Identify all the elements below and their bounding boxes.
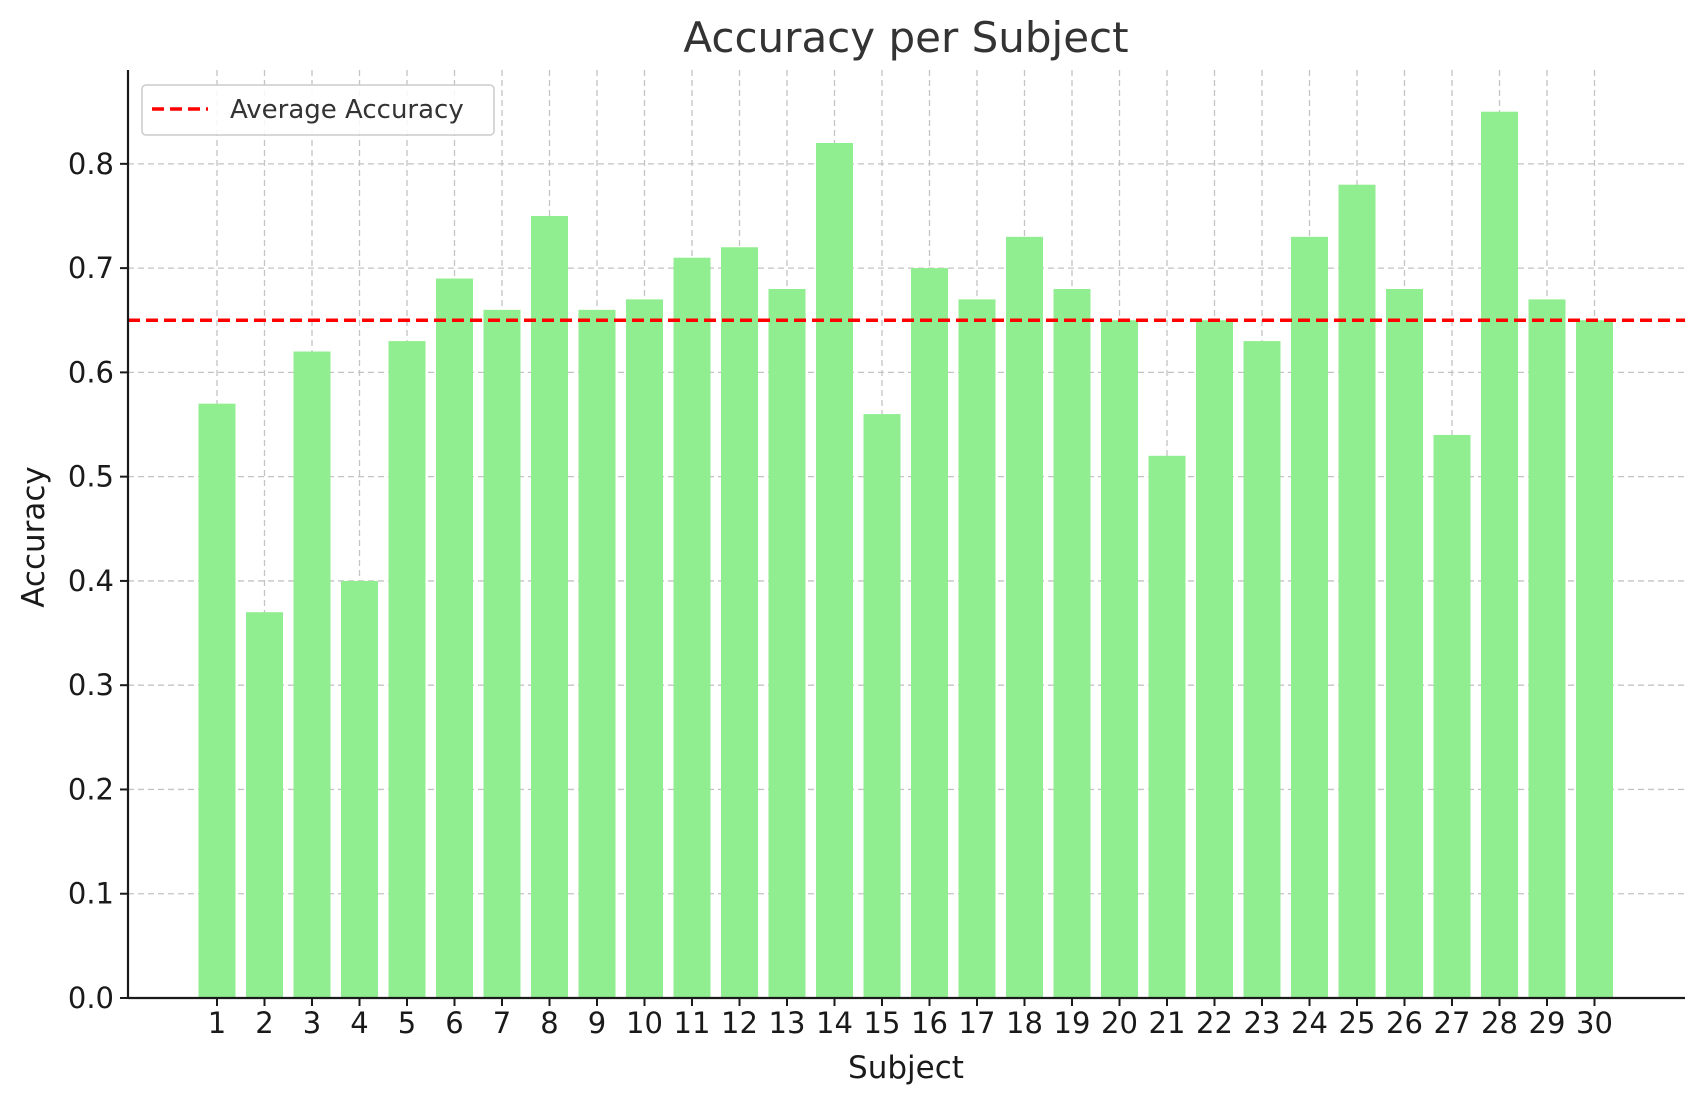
- x-tick-label: 15: [864, 1006, 901, 1040]
- bar-subject-3: [293, 351, 331, 998]
- x-tick-label: 30: [1576, 1006, 1613, 1040]
- y-tick-label: 0.6: [68, 355, 114, 389]
- x-tick-label: 20: [1101, 1006, 1138, 1040]
- x-tick-label: 16: [911, 1006, 948, 1040]
- bar-subject-15: [863, 414, 901, 999]
- y-tick-label: 0.1: [68, 877, 114, 911]
- bar-subject-6: [436, 278, 473, 999]
- y-tick-label: 0.2: [68, 772, 114, 806]
- bar-subject-22: [1196, 320, 1233, 998]
- x-tick-label: 9: [588, 1006, 606, 1040]
- bars: [198, 111, 1613, 999]
- bar-subject-13: [768, 288, 806, 998]
- x-tick-label: 17: [959, 1006, 996, 1040]
- bar-subject-1: [198, 403, 236, 998]
- bar-subject-24: [1291, 236, 1328, 998]
- bar-subject-20: [1101, 320, 1138, 998]
- bar-subject-29: [1528, 299, 1566, 998]
- x-tick-label: 28: [1481, 1006, 1518, 1040]
- bar-subject-27: [1433, 434, 1471, 998]
- chart-title: Accuracy per Subject: [683, 13, 1128, 62]
- bar-subject-12: [721, 247, 758, 998]
- y-tick-label: 0.7: [68, 251, 114, 285]
- bar-subject-9: [578, 309, 616, 999]
- bar-subject-14: [816, 142, 853, 998]
- bar-subject-18: [1006, 236, 1043, 998]
- x-tick-label: 26: [1386, 1006, 1423, 1040]
- bar-subject-5: [388, 341, 426, 998]
- bar-subject-11: [673, 257, 711, 998]
- x-tick-label: 25: [1339, 1006, 1376, 1040]
- ticks: 0.00.10.20.30.40.50.60.70.81 2 3 4 5 6 7 8 9 10 11…: [68, 147, 1613, 1040]
- x-tick-label: 22: [1196, 1006, 1233, 1040]
- x-tick-label: 29: [1529, 1006, 1566, 1040]
- bar-subject-10: [626, 299, 663, 998]
- x-tick-label: 11: [674, 1006, 711, 1040]
- x-tick-label: 2: [255, 1006, 273, 1040]
- x-tick-label: 10: [626, 1006, 663, 1040]
- x-tick-label: 6: [445, 1006, 463, 1040]
- y-tick-label: 0.5: [68, 460, 114, 494]
- x-tick-label: 5: [398, 1006, 416, 1040]
- y-tick-label: 0.3: [68, 668, 114, 702]
- bar-subject-4: [341, 580, 378, 998]
- x-tick-label: 18: [1006, 1006, 1043, 1040]
- bar-subject-23: [1243, 341, 1281, 998]
- axes: [126, 70, 1685, 1000]
- y-axis-label: Accuracy: [16, 466, 52, 608]
- x-tick-label: 13: [769, 1006, 806, 1040]
- bar-subject-16: [911, 268, 948, 998]
- legend-box: [141, 84, 495, 136]
- x-tick-label: 8: [540, 1006, 558, 1040]
- bar-subject-7: [483, 309, 521, 999]
- bar-subject-28: [1481, 111, 1518, 998]
- x-tick-label: 19: [1054, 1006, 1091, 1040]
- bar-subject-21: [1148, 455, 1186, 999]
- legend-average-label: Average Accuracy: [230, 95, 464, 125]
- bar-subject-30: [1576, 320, 1613, 998]
- x-tick-label: 4: [350, 1006, 368, 1040]
- bar-subject-26: [1386, 288, 1423, 998]
- bar-subject-25: [1338, 184, 1376, 998]
- x-tick-label: 14: [816, 1006, 853, 1040]
- x-tick-label: 23: [1244, 1006, 1281, 1040]
- x-tick-label: 12: [721, 1006, 758, 1040]
- legend: Average Accuracy: [141, 84, 495, 136]
- y-tick-label: 0.4: [68, 564, 114, 598]
- x-tick-label: 1: [208, 1006, 226, 1040]
- y-tick-label: 0.0: [68, 981, 114, 1015]
- x-tick-label: 24: [1291, 1006, 1328, 1040]
- x-tick-label: 7: [493, 1006, 511, 1040]
- bar-subject-17: [958, 299, 996, 998]
- y-tick-label: 0.8: [68, 147, 114, 181]
- bar-subject-2: [246, 612, 283, 998]
- x-tick-label: 21: [1149, 1006, 1186, 1040]
- x-axis-label: Subject: [848, 1050, 964, 1086]
- bar-subject-19: [1053, 288, 1091, 998]
- bar-subject-8: [531, 215, 568, 998]
- x-tick-label: 27: [1434, 1006, 1471, 1040]
- x-tick-label: 3: [303, 1006, 321, 1040]
